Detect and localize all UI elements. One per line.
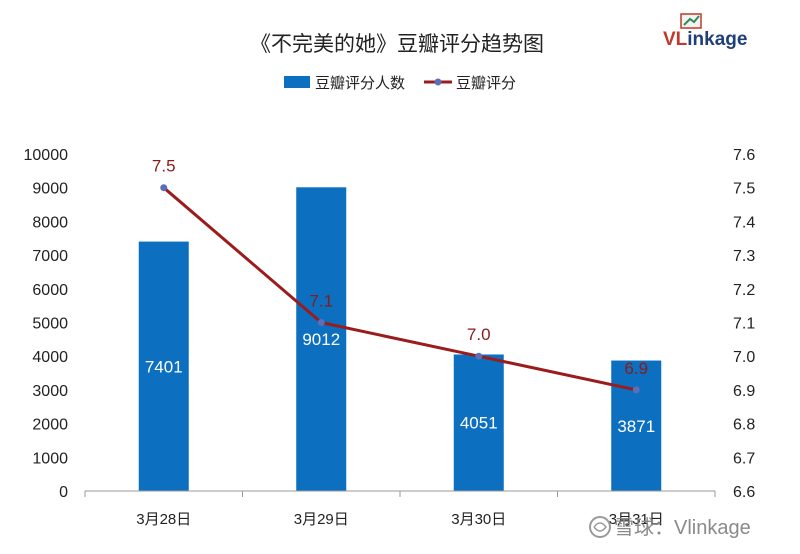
bar-series xyxy=(138,187,662,491)
left-tick-label: 5000 xyxy=(32,316,68,333)
line-value-label: 7.5 xyxy=(152,157,176,176)
x-category-label: 3月30日 xyxy=(451,511,506,528)
right-tick-label: 7.5 xyxy=(733,181,755,198)
left-tick-label: 7000 xyxy=(32,248,68,265)
right-tick-label: 7.6 xyxy=(733,147,755,164)
left-tick-label: 6000 xyxy=(32,282,68,299)
chart-title: 《不完美的她》豆瓣评分趋势图 xyxy=(250,33,544,56)
line-value-label: 7.0 xyxy=(467,325,491,344)
logo-mark-icon xyxy=(680,13,702,29)
x-category-label: 3月28日 xyxy=(136,511,191,528)
legend-line-label: 豆瓣评分 xyxy=(456,75,516,92)
right-tick-label: 7.1 xyxy=(733,316,755,333)
right-tick-label: 7.0 xyxy=(733,349,755,366)
line-point xyxy=(632,386,640,394)
x-category-label: 3月31日 xyxy=(609,511,664,528)
left-tick-label: 0 xyxy=(59,484,68,501)
right-tick-label: 7.3 xyxy=(733,248,755,265)
left-tick-label: 3000 xyxy=(32,383,68,400)
left-tick-label: 4000 xyxy=(32,349,68,366)
line-point xyxy=(160,184,168,192)
logo-text-first: VL xyxy=(663,29,688,50)
right-tick-label: 6.9 xyxy=(733,383,755,400)
right-tick-label: 7.2 xyxy=(733,282,755,299)
legend-line-marker xyxy=(434,78,442,86)
right-axis-ticks: 6.6 6.7 6.8 6.9 7.0 7.1 7.2 7.3 7.4 7.5 7.6 xyxy=(733,147,755,501)
x-axis-ticks: 3月28日 3月29日 3月30日 3月31日 xyxy=(84,491,716,528)
line-point xyxy=(475,352,483,360)
bar-value-label: 3871 xyxy=(617,417,655,436)
svg-text:VLinkage: VLinkage xyxy=(663,29,747,50)
watermark: 雪球：Vlinkage xyxy=(589,516,751,539)
bar-value-label: 9012 xyxy=(302,330,340,349)
left-tick-label: 2000 xyxy=(32,417,68,434)
right-tick-label: 6.8 xyxy=(733,417,755,434)
right-tick-label: 7.4 xyxy=(733,214,755,231)
legend-bar-label: 豆瓣评分人数 xyxy=(315,75,405,92)
bar xyxy=(611,360,662,491)
score-line xyxy=(162,186,637,392)
left-axis-ticks: 0 1000 2000 3000 4000 5000 6000 7000 8000 9000 100… xyxy=(24,147,69,501)
legend: 豆瓣评分人数 豆瓣评分 xyxy=(284,75,516,92)
vlinkage-logo: VLinkage xyxy=(663,13,747,50)
line-point xyxy=(317,319,325,326)
bar-value-label: 7401 xyxy=(145,357,183,376)
left-tick-label: 8000 xyxy=(32,214,68,231)
line-value-labels: 7.5 7.1 7.0 6.9 xyxy=(152,157,648,378)
x-category-label: 3月29日 xyxy=(294,511,349,528)
bar xyxy=(296,187,347,491)
left-tick-label: 10000 xyxy=(24,147,69,164)
right-tick-label: 6.7 xyxy=(733,450,755,467)
snowball-logo-icon xyxy=(589,516,611,538)
bar xyxy=(138,241,189,491)
line-value-label: 6.9 xyxy=(624,359,648,378)
left-tick-label: 9000 xyxy=(32,181,68,198)
right-tick-label: 6.6 xyxy=(733,484,755,501)
legend-bar-swatch xyxy=(284,76,310,88)
logo-text-rest: inkage xyxy=(687,29,747,50)
bar-value-label: 4051 xyxy=(460,414,498,433)
watermark-text: 雪球：Vlinkage xyxy=(614,516,751,539)
left-tick-label: 1000 xyxy=(32,450,68,467)
bar-value-labels: 7401 9012 4051 3871 xyxy=(145,330,655,436)
bar xyxy=(453,354,504,491)
line-series xyxy=(160,184,640,394)
line-value-label: 7.1 xyxy=(309,292,333,311)
